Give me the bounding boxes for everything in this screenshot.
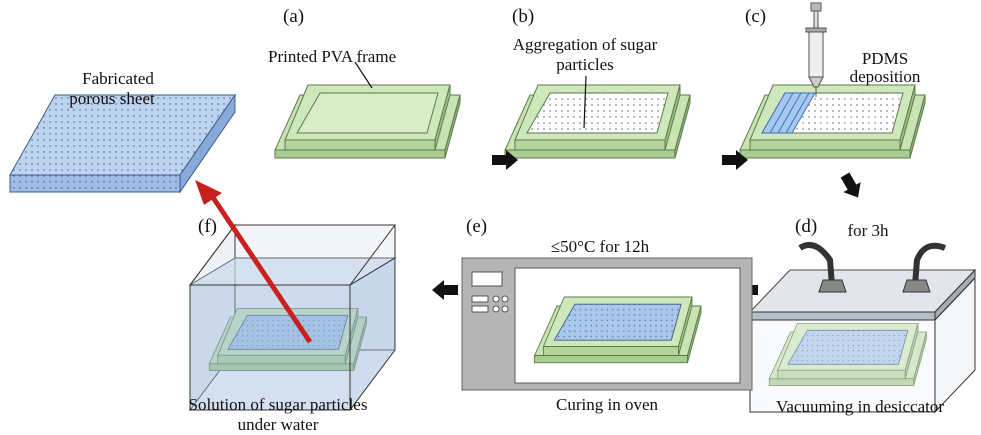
flow-arrow [836, 170, 866, 203]
caption: particles [556, 55, 614, 74]
panel-label: (e) [466, 216, 487, 237]
panel-label: (d) [795, 216, 817, 237]
oven-circle [502, 296, 508, 302]
footer: Vacuuming in desiccator [776, 397, 944, 416]
porous-sheet-polygon [10, 175, 180, 192]
oven-rect [472, 272, 502, 286]
syringe-rect [809, 32, 823, 77]
porous-sheet [10, 95, 235, 192]
syringe-rect [811, 3, 821, 11]
oven-circle [493, 306, 499, 312]
oven-circle [493, 296, 499, 302]
oven-rect [472, 306, 488, 312]
footer: Solution of sugar particles [189, 395, 368, 414]
tray-a [275, 85, 460, 158]
syringe [806, 3, 826, 97]
panel-label: (c) [745, 6, 766, 27]
desiccator [750, 245, 975, 412]
process-diagram: Fabricated porous sheet (a) Printed PVA … [0, 0, 981, 435]
desiccator-polygon [819, 280, 846, 292]
tray-b-polygon [527, 93, 668, 133]
result-caption: Fabricated [82, 69, 154, 88]
footer: Curing in oven [556, 395, 658, 414]
caption: Printed PVA frame [268, 47, 396, 66]
oven-g-polygon [554, 304, 681, 340]
caption: ≤50°C for 12h [551, 237, 650, 256]
oven-rect [472, 296, 488, 302]
water-tank-polygon [350, 258, 395, 410]
tray-a-polygon [297, 93, 438, 133]
result-caption: porous sheet [69, 89, 155, 108]
panel-label: (a) [283, 6, 304, 27]
caption: PDMS [862, 49, 908, 68]
caption: deposition [850, 67, 921, 86]
tray-b [505, 85, 690, 158]
caption: Aggregation of sugar [513, 35, 658, 54]
footer: under water [238, 415, 319, 434]
oven-circle [502, 306, 508, 312]
panel-label: (f) [198, 216, 217, 237]
syringe-rect [806, 28, 826, 32]
oven-g [535, 297, 702, 363]
caption: for 3h [847, 221, 889, 240]
flow-arrow [432, 280, 458, 300]
tray-c [740, 85, 925, 158]
panel-label: (b) [512, 6, 534, 27]
oven [462, 258, 752, 390]
desiccator-polygon [903, 280, 930, 292]
desiccator-rect [750, 312, 935, 320]
water-tank-rect [190, 285, 350, 410]
